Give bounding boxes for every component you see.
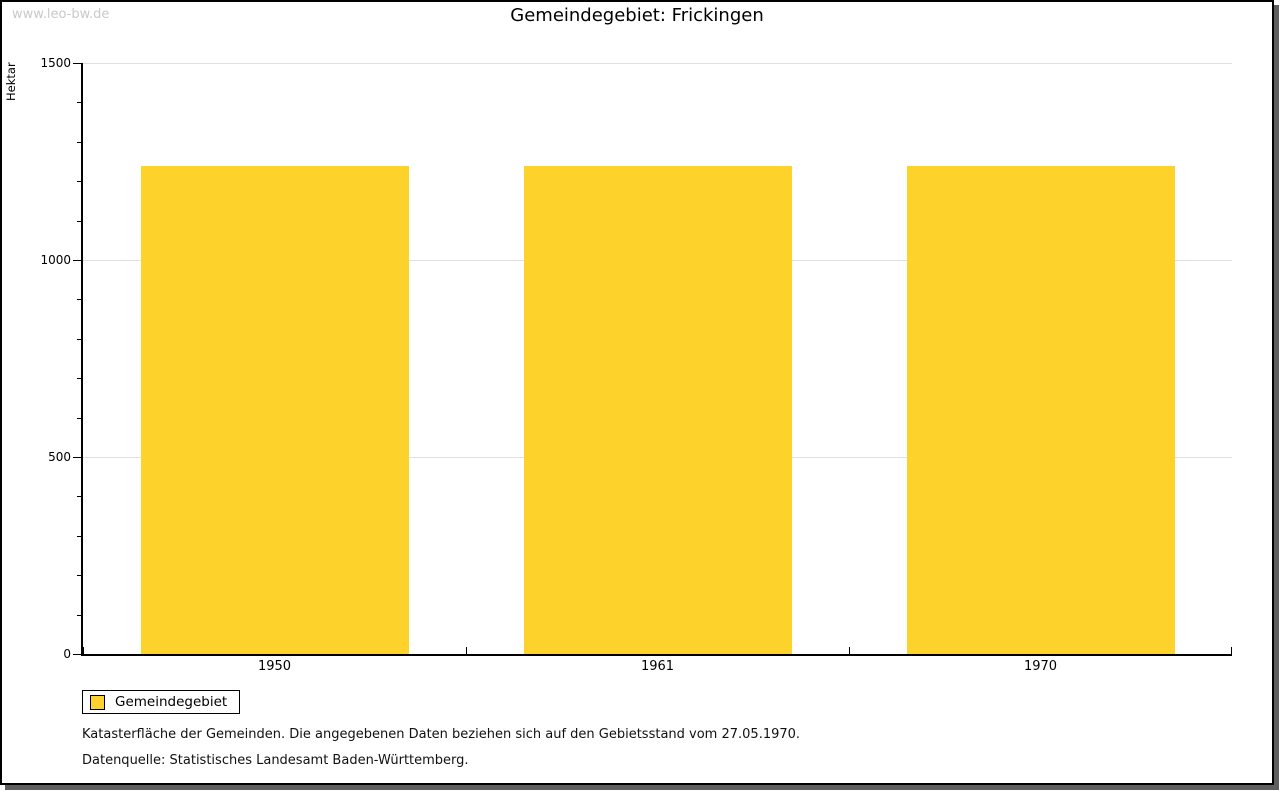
chart-title: Gemeindegebiet: Frickingen [510, 5, 764, 26]
bar-1970 [906, 165, 1175, 654]
y-minor-tick-100 [77, 614, 81, 616]
x-boundary-tick-3 [1231, 647, 1232, 654]
footnote-datenquelle: Datenquelle: Statistisches Landesamt Bad… [82, 753, 469, 768]
x-boundary-tick-1 [466, 647, 467, 654]
y-minor-tick-400 [77, 496, 81, 498]
y-minor-tick-700 [77, 378, 81, 380]
y-minor-tick-800 [77, 338, 81, 340]
y-minor-tick-1100 [77, 220, 81, 222]
x-tick-label-1970: 1970 [1023, 659, 1058, 674]
y-tick-label-1000: 1000 [40, 253, 71, 267]
legend: Gemeindegebiet [82, 690, 241, 714]
bar-1950 [140, 165, 409, 654]
y-minor-tick-900 [77, 299, 81, 301]
y-tick-label-0: 0 [63, 647, 71, 661]
x-tick-label-1950: 1950 [257, 659, 292, 674]
x-boundary-tick-0 [83, 647, 84, 654]
x-boundary-tick-2 [849, 647, 850, 654]
y-minor-tick-1300 [77, 141, 81, 143]
footnote-gebietsstand: Katasterfläche der Gemeinden. Die angege… [82, 727, 801, 742]
y-tick-label-500: 500 [48, 450, 71, 464]
plot-area: 0 500 1000 1500 1950 1961 1970 [40, 56, 1232, 674]
y-minor-tick-1200 [77, 181, 81, 183]
x-tick-label-1961: 1961 [640, 659, 675, 674]
y-minor-tick-300 [77, 535, 81, 537]
y-minor-tick-600 [77, 417, 81, 419]
y-tick-label-1500: 1500 [40, 56, 71, 70]
y-tick-1000 [73, 260, 81, 261]
y-tick-0 [73, 654, 81, 655]
y-tick-1500 [73, 63, 81, 64]
y-minor-tick-200 [77, 575, 81, 577]
watermark: www.leo-bw.de [12, 7, 110, 22]
legend-swatch [90, 694, 105, 710]
legend-label: Gemeindegebiet [115, 694, 228, 710]
y-tick-500 [73, 457, 81, 458]
y-minor-tick-1400 [77, 102, 81, 104]
y-axis-label: Hektar [4, 62, 18, 101]
bar-1961 [523, 165, 792, 654]
gridline-1500 [83, 63, 1232, 64]
